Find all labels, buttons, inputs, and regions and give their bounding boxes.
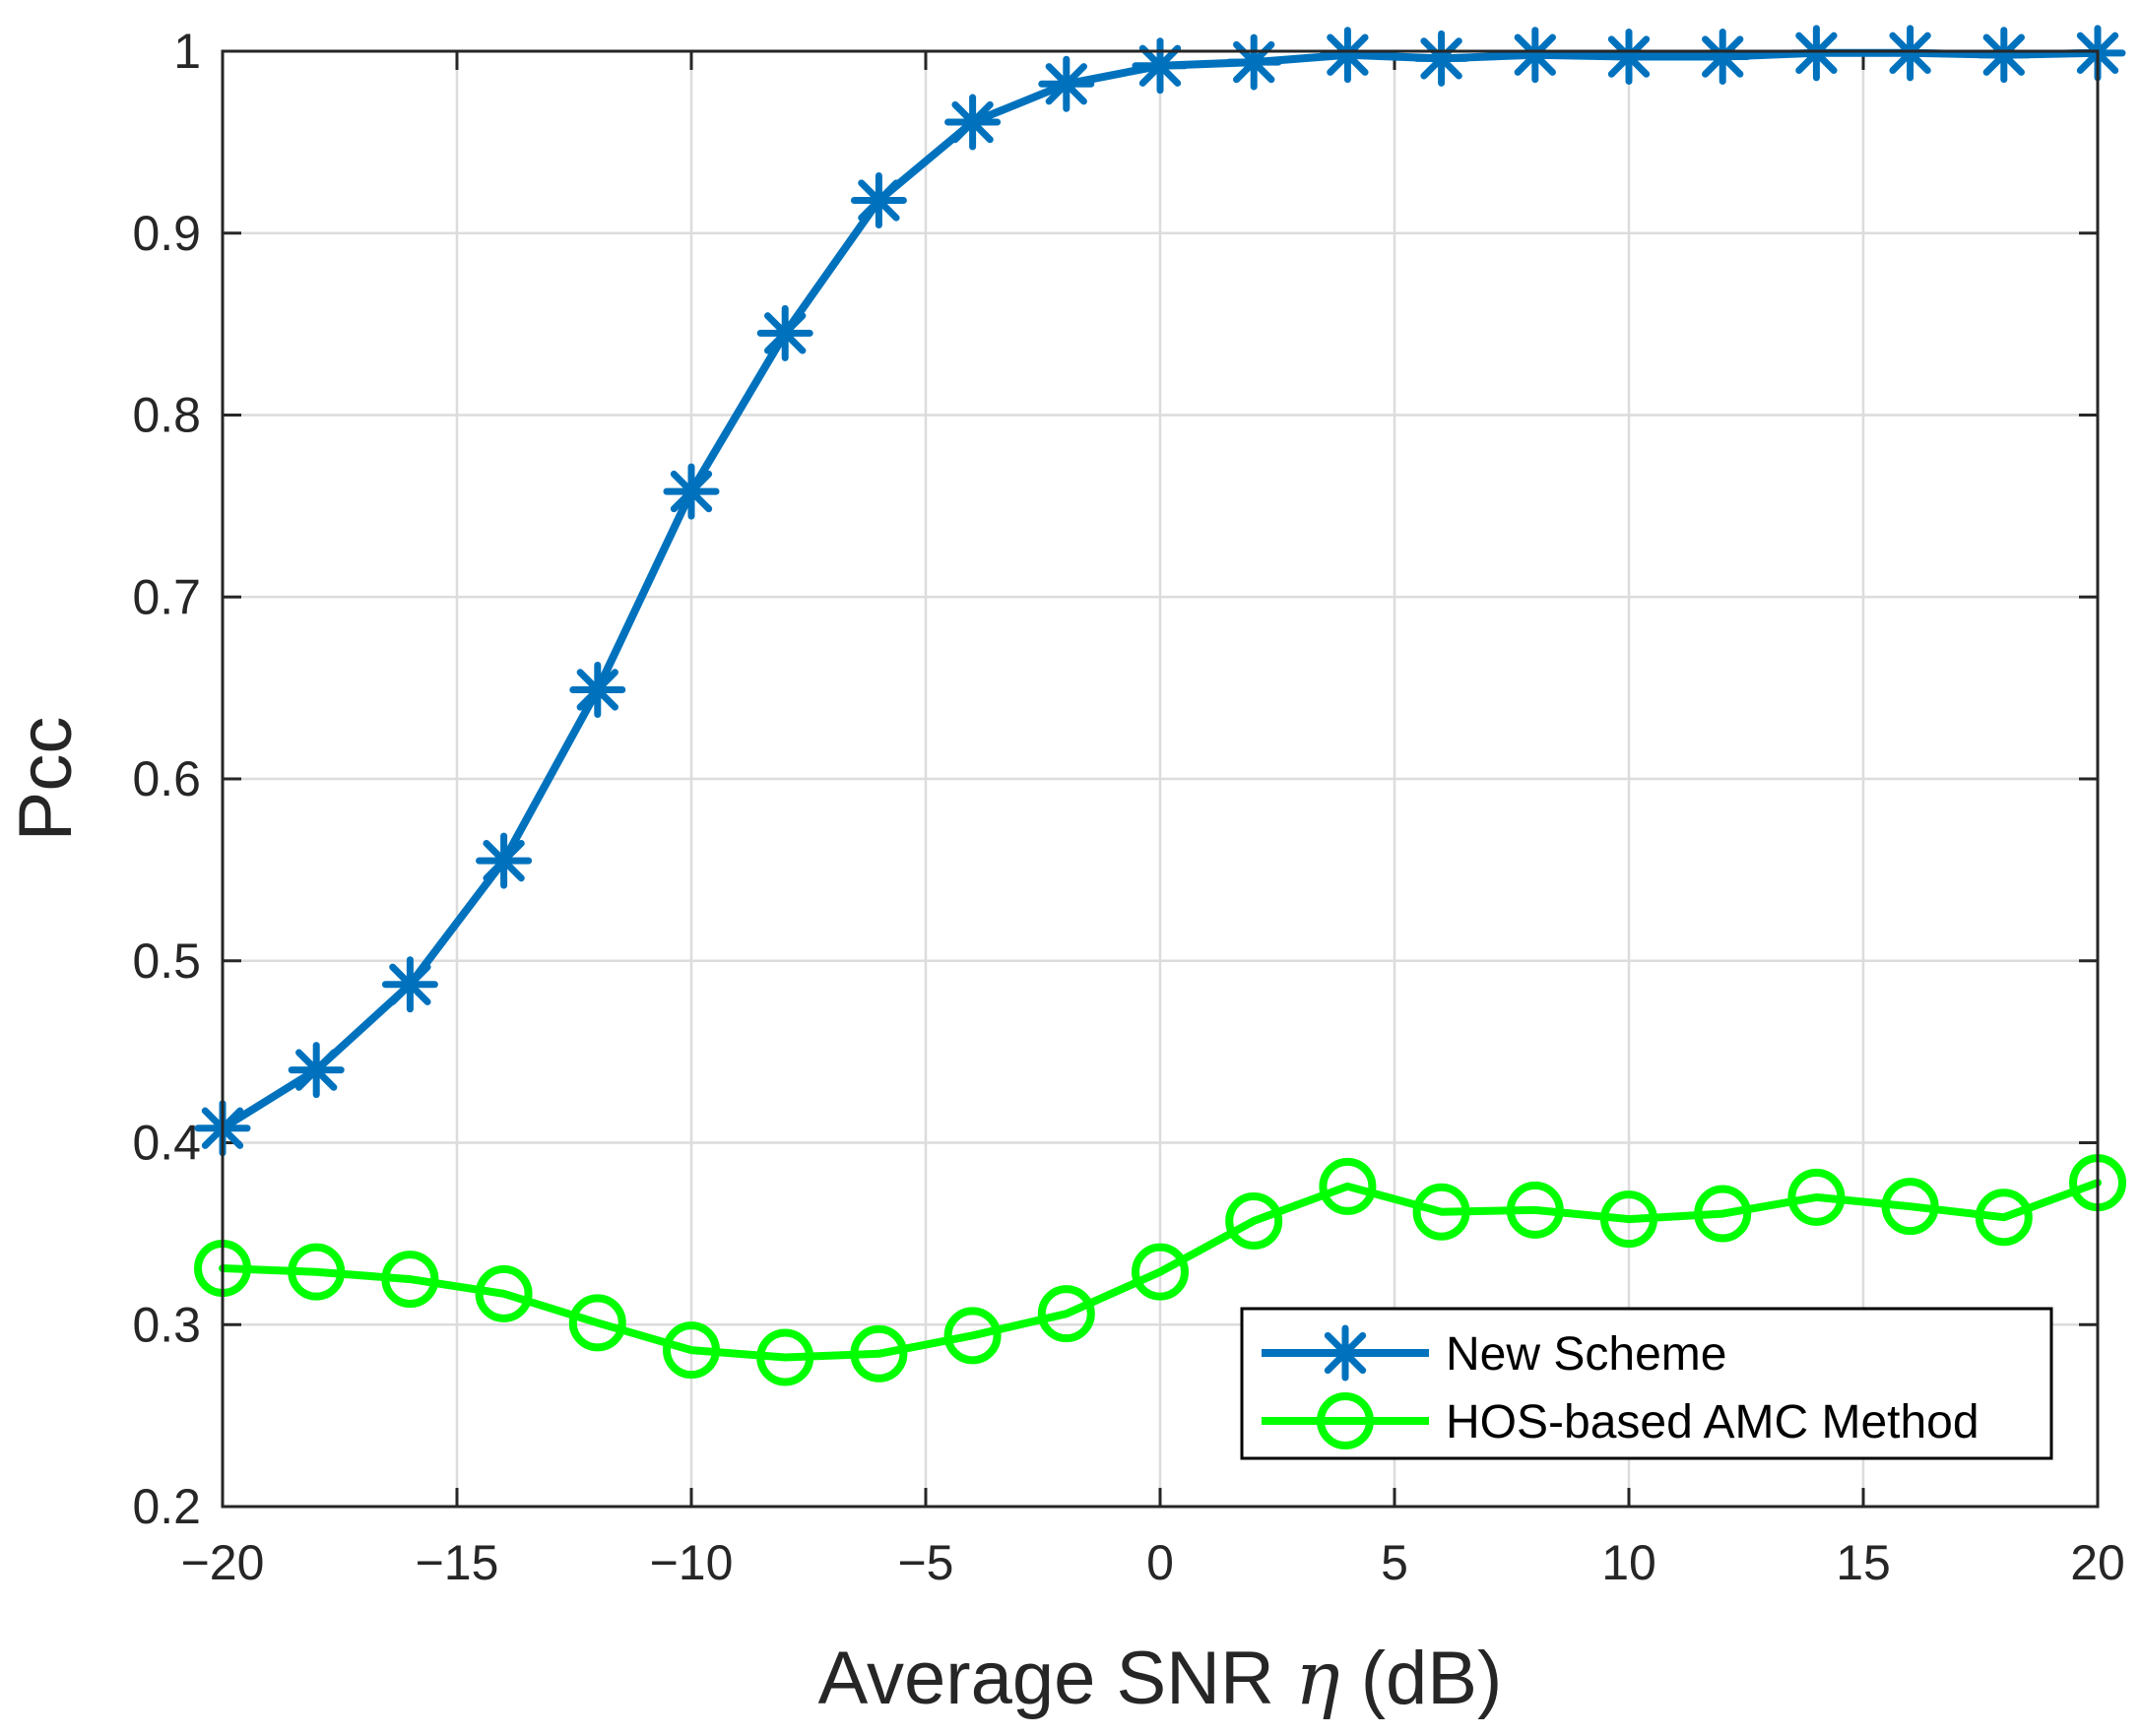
data-point-new-scheme	[663, 463, 720, 520]
data-point-hos-based-amc-method	[943, 1307, 1002, 1365]
x-tick-label: −10	[650, 1535, 734, 1590]
asterisk-stroke	[670, 470, 713, 513]
y-axis-title: Pcc	[4, 717, 88, 842]
data-point-new-scheme	[1694, 29, 1751, 86]
x-tick-label: −5	[897, 1535, 953, 1590]
asterisk-stroke	[951, 100, 994, 144]
asterisk-stroke	[576, 669, 618, 711]
legend-circle-marker	[1317, 1392, 1374, 1449]
legend-marker-new-scheme	[1317, 1324, 1374, 1382]
asterisk-stroke	[483, 839, 525, 882]
data-point-new-scheme	[1038, 55, 1095, 112]
data-point-new-scheme	[756, 304, 813, 361]
x-tick-label: 15	[1836, 1535, 1891, 1590]
x-tick-label: 0	[1146, 1535, 1174, 1590]
data-point-hos-based-amc-method	[1975, 1189, 2033, 1247]
y-tick-label: 0.7	[132, 569, 201, 624]
asterisk-stroke	[1795, 32, 1838, 75]
y-tick-label: 0.8	[132, 388, 201, 443]
data-point-hos-based-amc-method	[1787, 1168, 1846, 1226]
asterisk-stroke	[389, 963, 431, 1005]
data-point-new-scheme	[1600, 29, 1657, 86]
asterisk-stroke	[1324, 1331, 1367, 1375]
data-point-new-scheme	[1132, 37, 1189, 95]
asterisk-stroke	[1889, 32, 1931, 75]
asterisk-stroke	[1514, 33, 1556, 76]
legend-label-new-scheme: New Scheme	[1446, 1328, 1726, 1381]
grid	[221, 49, 2100, 1509]
x-tick-label: 5	[1381, 1535, 1408, 1590]
asterisk-stroke	[858, 179, 900, 222]
y-tick-label: 1	[173, 24, 201, 79]
x-tick-label: −15	[416, 1535, 499, 1590]
data-point-hos-based-amc-method	[1600, 1190, 1657, 1249]
data-point-hos-based-amc-method	[1506, 1181, 1564, 1239]
data-point-new-scheme	[1787, 25, 1845, 82]
y-tick-label: 0.2	[132, 1479, 201, 1534]
series-line-hos-based-amc-method	[219, 1179, 2102, 1362]
asterisk-stroke	[764, 312, 807, 354]
data-point-hos-based-amc-method	[1225, 1191, 1283, 1250]
data-point-new-scheme	[381, 956, 438, 1013]
data-point-new-scheme	[569, 661, 626, 718]
data-point-new-scheme	[1976, 27, 2033, 84]
x-axis-title: Average SNR η (dB)	[818, 1634, 1503, 1721]
data-point-hos-based-amc-method	[475, 1264, 533, 1322]
data-point-new-scheme	[288, 1042, 345, 1099]
data-point-hos-based-amc-method	[756, 1328, 814, 1386]
y-tick-label: 0.5	[132, 933, 201, 989]
asterisk-stroke	[1045, 63, 1087, 105]
legend-box	[1240, 1307, 2053, 1460]
data-point-hos-based-amc-method	[1881, 1178, 1939, 1236]
asterisk-stroke	[1702, 35, 1744, 78]
x-tick-label: −20	[181, 1535, 265, 1590]
asterisk-stroke	[1982, 33, 2025, 76]
data-point-hos-based-amc-method	[1412, 1183, 1470, 1241]
tick-labels: −20 −15 −10 −5 0 5 10 15 20 0.2 0.3 0.4 0.5 0.6 0.7 0.8…	[132, 24, 2124, 1590]
legend-label-hos-based: HOS-based AMC Method	[1446, 1396, 1979, 1448]
x-tick-label: 10	[1601, 1535, 1656, 1590]
y-tick-label: 0.9	[132, 206, 201, 261]
data-point-new-scheme	[1319, 27, 1376, 84]
y-tick-label: 0.6	[132, 751, 201, 806]
data-point-new-scheme	[944, 94, 1002, 151]
asterisk-stroke	[1327, 33, 1369, 76]
data-point-new-scheme	[1507, 27, 1564, 84]
data-point-hos-based-amc-method	[663, 1321, 720, 1380]
asterisk-stroke	[1420, 37, 1462, 80]
data-point-hos-based-amc-method	[1319, 1157, 1377, 1215]
data-point-hos-based-amc-method	[381, 1251, 439, 1309]
data-point-hos-based-amc-method	[1037, 1285, 1095, 1343]
data-point-new-scheme	[1882, 25, 1939, 82]
data-point-hos-based-amc-method	[288, 1243, 346, 1301]
data-point-new-scheme	[476, 832, 533, 889]
data-point-new-scheme	[1225, 33, 1282, 91]
legend-asterisk-marker	[1317, 1324, 1374, 1382]
legend: New Scheme HOS-based AMC Method	[1240, 1307, 2053, 1460]
y-tick-label: 0.3	[132, 1297, 201, 1352]
legend-marker-hos-based	[1317, 1392, 1374, 1449]
data-point-new-scheme	[850, 171, 907, 228]
data-point-hos-based-amc-method	[850, 1324, 908, 1382]
data-point-hos-based-amc-method	[1694, 1185, 1752, 1243]
data-point-hos-based-amc-method	[568, 1294, 626, 1352]
x-tick-label: 20	[2070, 1535, 2125, 1590]
data-point-new-scheme	[1413, 30, 1470, 87]
y-tick-label: 0.4	[132, 1116, 201, 1171]
plot-frame	[221, 49, 2100, 1509]
asterisk-stroke	[295, 1049, 338, 1091]
data-point-hos-based-amc-method	[1132, 1243, 1189, 1301]
asterisk-stroke	[1607, 35, 1651, 78]
asterisk-stroke	[1138, 44, 1182, 87]
